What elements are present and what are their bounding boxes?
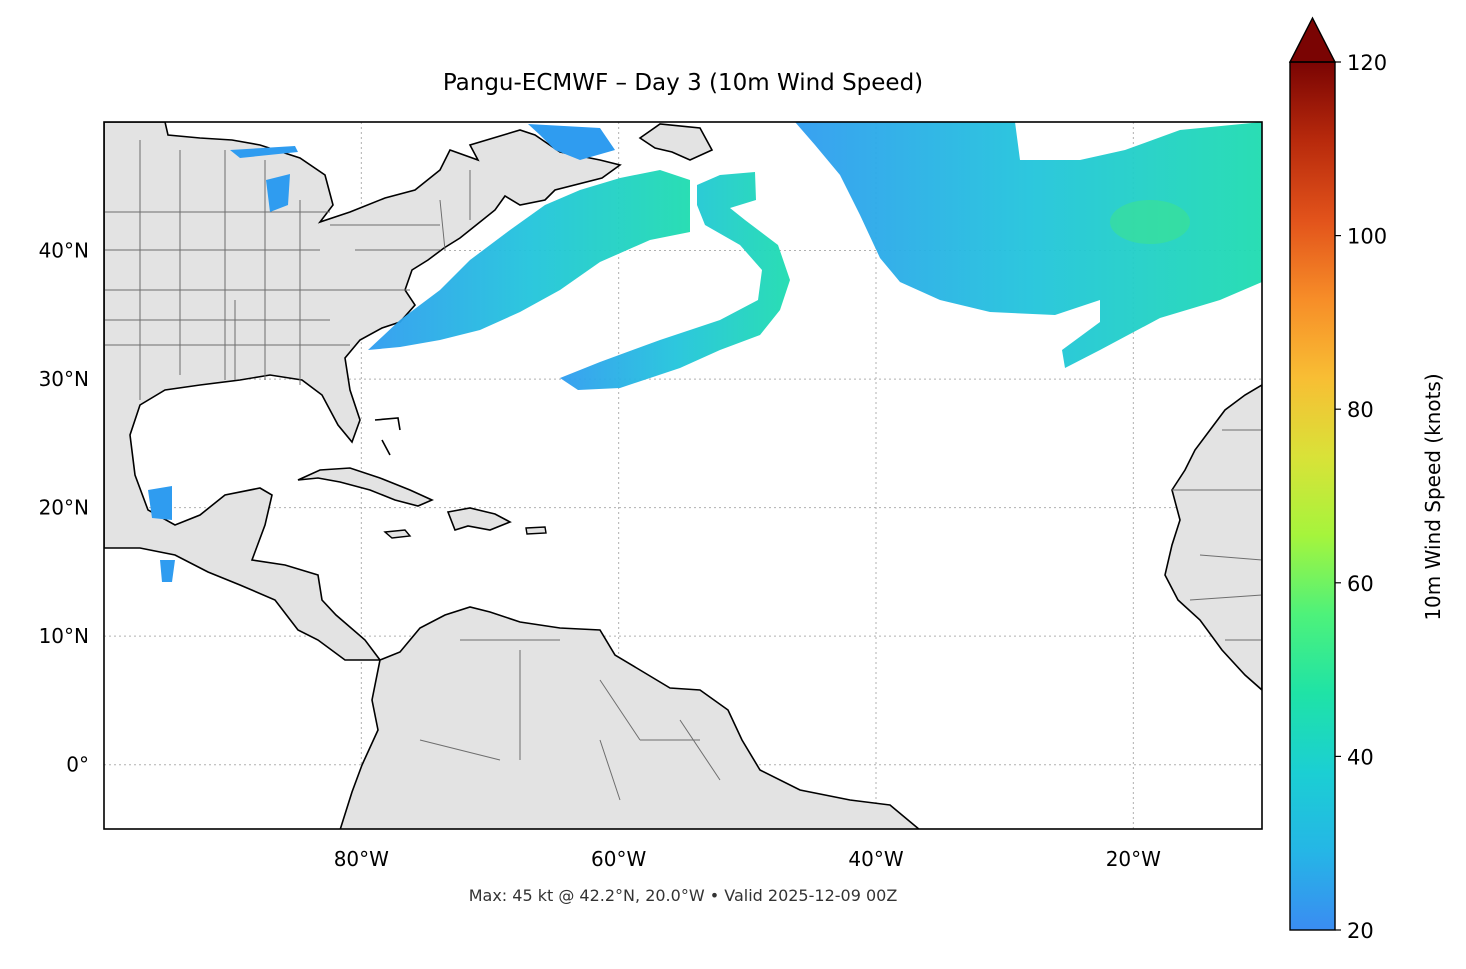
map-frame	[103, 121, 1263, 830]
wind-swaths	[148, 122, 1262, 582]
map-title: Pangu-ECMWF – Day 3 (10m Wind Speed)	[442, 70, 924, 96]
hispaniola	[446, 507, 512, 531]
cuba	[297, 467, 434, 507]
state-borders	[104, 140, 1262, 801]
north-america-landmass	[104, 122, 622, 661]
jamaica	[383, 529, 412, 539]
colorbar-label: 10m Wind Speed (knots)	[1421, 373, 1445, 621]
land	[104, 122, 1262, 829]
wind-swath-canada	[528, 124, 615, 160]
colorbar-tick-label: 100	[1347, 225, 1387, 249]
puerto-rico	[525, 526, 547, 535]
colorbar: 20 40 60 80 100 120	[1288, 16, 1387, 943]
map-area	[104, 122, 1262, 829]
lon-tick-label: 60°W	[591, 847, 646, 871]
wind-swath-us-coast	[368, 170, 690, 350]
lat-tick-label: 40°N	[39, 239, 89, 263]
newfoundland	[638, 123, 714, 161]
lon-tick-label: 80°W	[334, 847, 389, 871]
colorbar-extend-arrow	[1288, 16, 1337, 63]
lat-tick-label: 20°N	[39, 496, 89, 520]
wind-swath-northeast	[795, 122, 1262, 368]
wind-swath-great-lakes	[230, 146, 298, 212]
south-america-landmass	[339, 606, 921, 829]
colorbar-tick-label: 60	[1347, 572, 1374, 596]
lat-tick-label: 10°N	[39, 624, 89, 648]
lat-tick-label: 0°	[66, 753, 89, 777]
colorbar-tick-label: 20	[1347, 919, 1374, 943]
lon-tick-label: 20°W	[1106, 847, 1161, 871]
colorbar-tick-label: 40	[1347, 745, 1374, 769]
colorbar-tick-label: 80	[1347, 398, 1374, 422]
wind-swath-gulf	[148, 486, 175, 582]
colorbar-frame	[1289, 61, 1336, 931]
wind-swath-atlantic-hook	[560, 172, 790, 390]
bahamas	[374, 417, 401, 456]
wind-max-core	[1110, 200, 1190, 244]
lon-tick-label: 40°W	[848, 847, 903, 871]
africa-landmass	[1164, 384, 1262, 692]
map-axes: 0° 10°N 20°N 30°N 40°N 80°W 60°W 40°W 20°W	[39, 239, 1162, 871]
colorbar-tick-label: 120	[1347, 51, 1387, 75]
lat-tick-label: 30°N	[39, 367, 89, 391]
footnote: Max: 45 kt @ 42.2°N, 20.0°W • Valid 2025…	[468, 886, 898, 905]
colorbar-gradient	[1290, 62, 1335, 930]
